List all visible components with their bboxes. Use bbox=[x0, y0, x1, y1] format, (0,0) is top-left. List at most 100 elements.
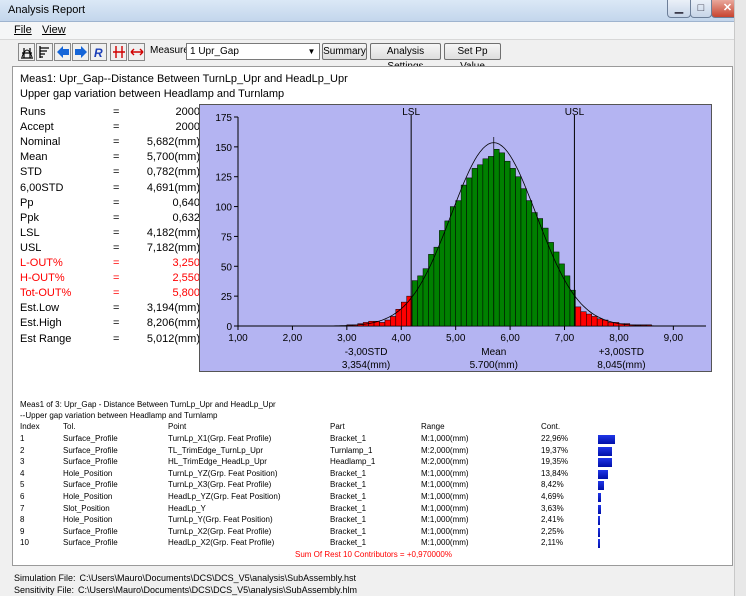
stat-equals: = bbox=[113, 121, 120, 134]
table-row[interactable]: 3 Surface_Profile HL_TrimEdge_HeadLp_Upr He… bbox=[13, 457, 713, 469]
simulation-file-line: Simulation File: C:\Users\Mauro\Documents… bbox=[14, 573, 356, 583]
y-tick-label: 0 bbox=[226, 322, 232, 333]
table-row[interactable]: 7 Slot_Position HeadLp_Y Bracket_1 M:1,000(m… bbox=[13, 504, 713, 516]
cell-point: TurnLp_X3(Grp. Feat Profile) bbox=[168, 480, 272, 490]
cell-point: HeadLp_X2(Grp. Feat Profile) bbox=[168, 538, 275, 548]
title-bar: Analysis Report ▁ □ ✕ bbox=[0, 0, 746, 22]
column-header: Index bbox=[20, 422, 40, 431]
stat-row: Mean = 5,700(mm) bbox=[20, 151, 200, 165]
histogram-tool-button[interactable] bbox=[18, 43, 35, 61]
stat-value: 3,194(mm) bbox=[146, 302, 200, 315]
histogram-bar bbox=[422, 268, 429, 327]
contributor-tool-button[interactable] bbox=[36, 43, 53, 61]
contribution-bar bbox=[598, 446, 613, 456]
cell-point: HeadLp_Y bbox=[168, 503, 206, 513]
cell-range: M:1,000(mm) bbox=[421, 492, 469, 501]
cell-point: TL_TrimEdge_TurnLp_Upr bbox=[168, 445, 264, 455]
stat-row: STD = 0,782(mm) bbox=[20, 166, 200, 180]
sensitivity-file-line: Sensitivity File: C:\Users\Mauro\Document… bbox=[14, 585, 357, 595]
table-row[interactable]: 10 Surface_Profile HeadLp_X2(Grp. Feat Pro… bbox=[13, 538, 713, 550]
previous-button[interactable] bbox=[54, 43, 71, 61]
range-arrows-icon bbox=[130, 48, 144, 56]
cell-range: M:1,000(mm) bbox=[421, 503, 469, 513]
cell-cont: 2,11% bbox=[541, 538, 564, 548]
histogram-plot: 0 25 50 75 100 125 150 175 1,00 2,00 3,00 4,00 5,00 6… bbox=[199, 104, 712, 372]
simulation-file-path: C:\Users\Mauro\Documents\DCS\DCS_V5\anal… bbox=[79, 573, 356, 583]
table-row[interactable]: 5 Surface_Profile TurnLp_X3(Grp. Feat Prof… bbox=[13, 480, 713, 492]
report-tool-button[interactable]: R bbox=[90, 43, 107, 61]
marker-value: 8,045(mm) bbox=[597, 360, 645, 371]
stat-equals: = bbox=[113, 181, 120, 194]
set-pp-value-button[interactable]: Set Pp Value bbox=[444, 43, 501, 72]
stat-equals: = bbox=[113, 211, 120, 224]
stat-row: Pp = 0,640 bbox=[20, 197, 200, 211]
next-button[interactable] bbox=[72, 43, 89, 61]
histogram-bar bbox=[428, 254, 435, 327]
report-r-icon: R bbox=[94, 46, 103, 59]
column-header: Range bbox=[421, 422, 445, 431]
spec-limits-button[interactable] bbox=[110, 43, 127, 61]
table-row[interactable]: 2 Surface_Profile TL_TrimEdge_TurnLp_Upr Tu… bbox=[13, 446, 713, 458]
cell-index: 8 bbox=[20, 515, 25, 525]
cell-point: HL_TrimEdge_HeadLp_Upr bbox=[168, 457, 267, 467]
cell-cont: 19,37% bbox=[541, 445, 569, 455]
analysis-settings-button[interactable]: Analysis Settings bbox=[370, 43, 441, 72]
contributor-list-icon bbox=[39, 46, 49, 58]
stat-value: 3,250 bbox=[172, 257, 200, 269]
histogram-icon bbox=[21, 48, 33, 59]
stat-equals: = bbox=[113, 106, 120, 118]
histogram-bar bbox=[444, 220, 451, 327]
stat-label: H-OUT% bbox=[20, 272, 65, 285]
cell-index: 9 bbox=[20, 526, 25, 536]
contribution-bar bbox=[598, 458, 613, 468]
histogram-bar bbox=[460, 184, 467, 327]
cell-tol: Hole_Position bbox=[63, 515, 113, 525]
contribution-bar bbox=[598, 493, 602, 502]
stat-value: 2000 bbox=[175, 106, 200, 118]
measure-select[interactable]: 1 Upr_Gap ▼ bbox=[186, 43, 320, 60]
table-row[interactable]: 1 Surface_Profile TurnLp_X1(Grp. Feat Prof… bbox=[13, 434, 713, 446]
vertical-scrollbar[interactable] bbox=[734, 0, 746, 596]
contribution-bar bbox=[598, 469, 609, 479]
histogram-bar bbox=[411, 280, 418, 327]
y-tick-label: 150 bbox=[215, 143, 232, 154]
stat-row: USL = 7,182(mm) bbox=[20, 242, 200, 256]
maximize-button[interactable]: □ bbox=[690, 0, 712, 18]
stat-label: 6,00STD bbox=[20, 181, 64, 194]
stat-value: 5,012(mm) bbox=[146, 332, 200, 345]
contribution-bar bbox=[598, 435, 615, 444]
cell-index: 3 bbox=[20, 457, 25, 467]
stat-value: 0,640 bbox=[172, 196, 200, 209]
table-row[interactable]: 4 Hole_Position TurnLp_YZ(Grp. Feat Positi… bbox=[13, 469, 713, 481]
histogram-bar bbox=[390, 316, 397, 327]
table-row[interactable]: 9 Surface_Profile TurnLp_X2(Grp. Feat Prof… bbox=[13, 527, 713, 539]
column-header: Part bbox=[330, 422, 345, 431]
menu-file[interactable]: File bbox=[14, 24, 32, 36]
stat-value: 7,182(mm) bbox=[146, 241, 200, 254]
minimize-button[interactable]: ▁ bbox=[667, 0, 691, 18]
summary-button[interactable]: Summary bbox=[322, 43, 367, 60]
histogram-bar bbox=[515, 176, 522, 327]
table-row[interactable]: 8 Hole_Position TurnLp_Y(Grp. Feat Positio… bbox=[13, 515, 713, 527]
stat-value: 8,206(mm) bbox=[146, 317, 200, 330]
histogram-bar bbox=[471, 168, 478, 327]
cell-part: Bracket_1 bbox=[330, 526, 367, 536]
table-row[interactable]: 6 Hole_Position HeadLp_YZ(Grp. Feat Positi… bbox=[13, 492, 713, 504]
histogram-bar bbox=[439, 230, 446, 327]
stat-label: Tot-OUT% bbox=[20, 287, 72, 300]
cell-index: 5 bbox=[20, 480, 25, 490]
stat-equals: = bbox=[113, 196, 120, 209]
measure-label: Measure: bbox=[150, 45, 192, 56]
cell-part: Bracket_1 bbox=[330, 434, 367, 443]
stat-value: 4,691(mm) bbox=[146, 181, 200, 194]
stat-label: Pp bbox=[20, 196, 34, 209]
menu-view[interactable]: View bbox=[42, 24, 66, 36]
range-button[interactable] bbox=[128, 43, 145, 61]
cell-cont: 19,35% bbox=[541, 457, 569, 467]
stat-label: Est.Low bbox=[20, 302, 60, 315]
stat-value: 5,700(mm) bbox=[146, 151, 200, 164]
histogram-bar bbox=[509, 168, 516, 327]
marker-value: 5.700(mm) bbox=[470, 360, 518, 371]
y-tick-label: 25 bbox=[221, 292, 233, 303]
column-header: Point bbox=[168, 422, 187, 431]
